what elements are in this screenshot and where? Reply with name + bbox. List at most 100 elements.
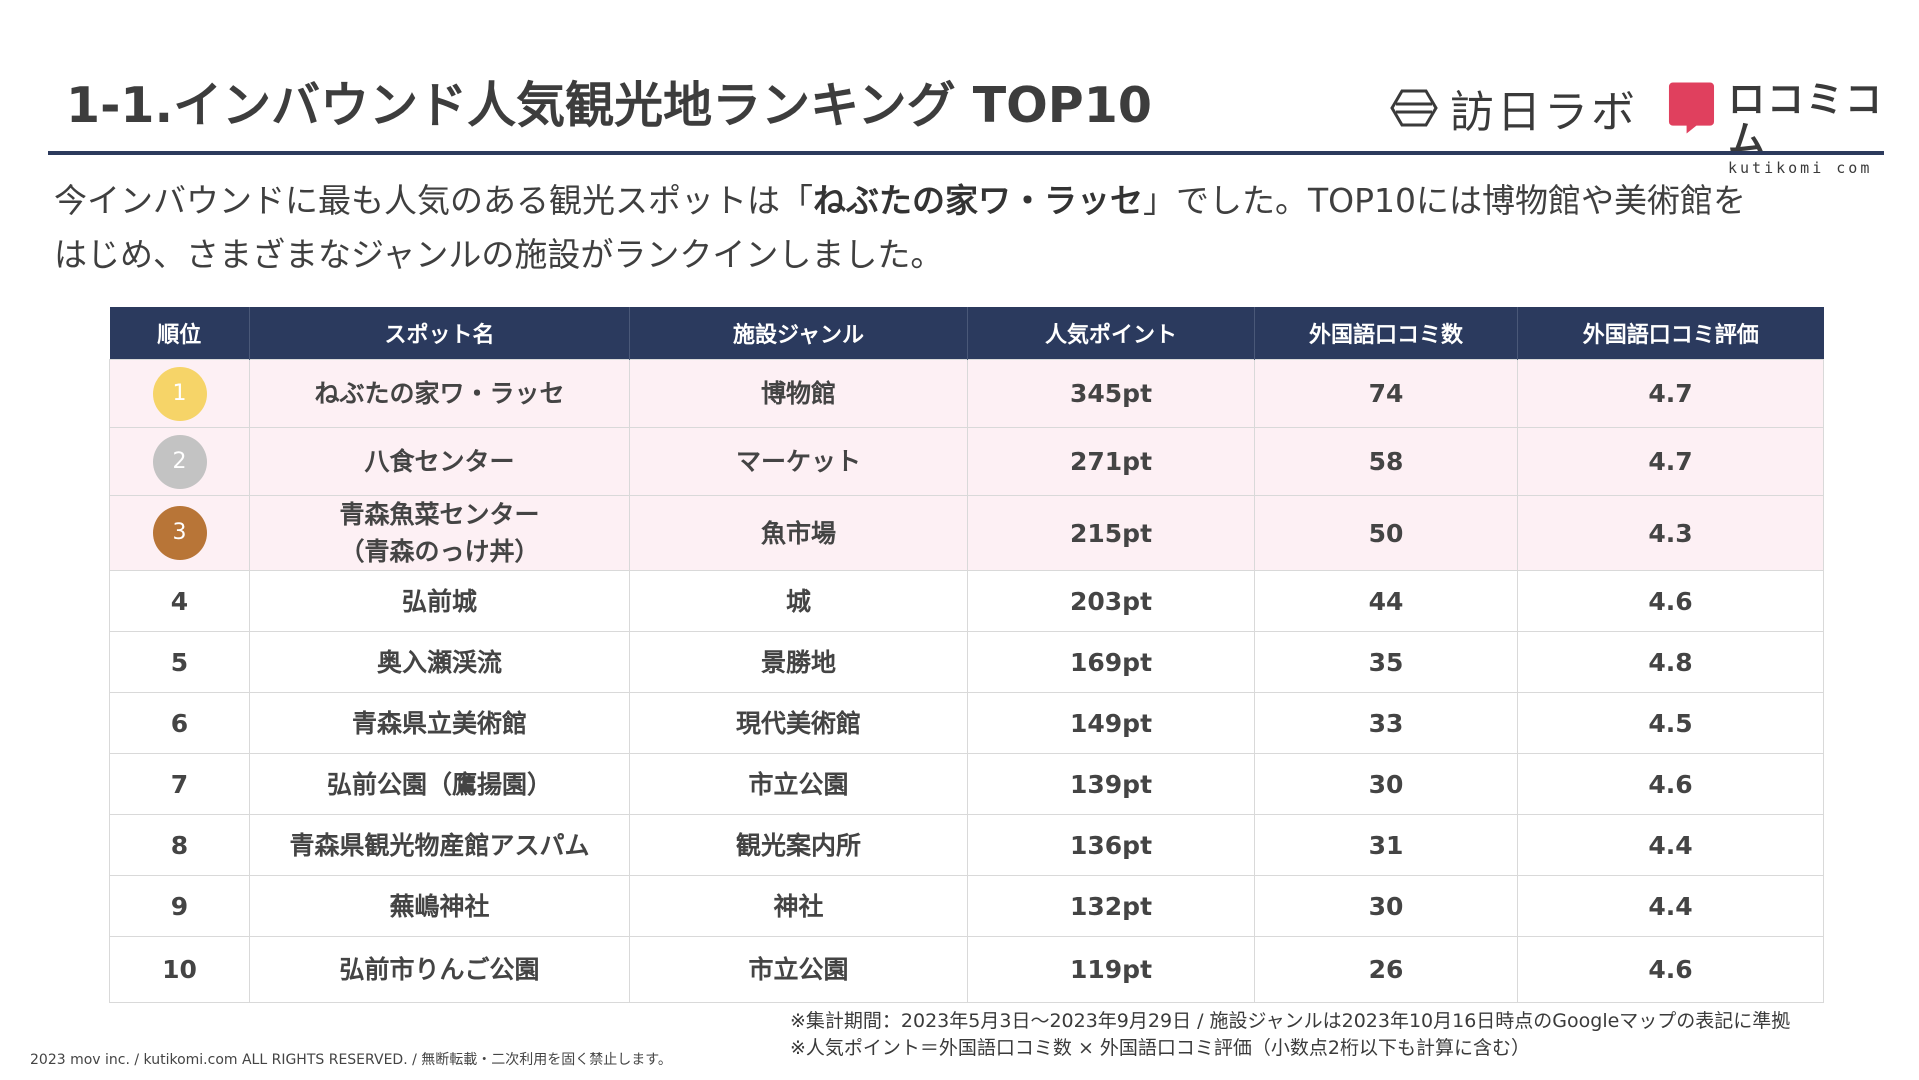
lead-paragraph: 今インバウンドに最も人気のある観光スポットは「ねぶたの家ワ・ラッセ」でした。TO…	[54, 174, 1884, 282]
reviews-cell: 30	[1254, 875, 1518, 937]
genre-cell: 現代美術館	[629, 692, 968, 754]
genre-cell: 景勝地	[629, 631, 968, 693]
rank-cell: 9	[109, 875, 250, 937]
title-divider	[48, 151, 1884, 155]
header-rank: 順位	[109, 307, 250, 360]
rank-cell: 2	[109, 427, 250, 496]
rating-cell: 4.5	[1517, 692, 1824, 754]
spot-cell: 青森県立美術館	[249, 692, 630, 754]
table-row: 5 奥入瀬渓流 景勝地 169pt 35 4.8	[109, 631, 1824, 693]
reviews-cell: 33	[1254, 692, 1518, 754]
header-spot: スポット名	[249, 307, 630, 360]
rating-cell: 4.7	[1517, 359, 1824, 428]
rating-cell: 4.6	[1517, 570, 1824, 632]
lead-text-line2: はじめ、さまざまなジャンルの施設がランクインしました。	[54, 235, 944, 274]
table-row: 4 弘前城城 203pt 44 4.6	[109, 570, 1824, 632]
spot-cell: 弘前城	[249, 570, 630, 632]
spot-cell: 青森県観光物産館アスパム	[249, 814, 630, 876]
rating-cell: 4.8	[1517, 631, 1824, 693]
spot-cell: 弘前公園（鷹揚園）	[249, 753, 630, 815]
points-cell: 132pt	[967, 875, 1255, 937]
points-cell: 345pt	[967, 359, 1255, 428]
rank-cell: 10	[109, 936, 250, 1003]
genre-cell: 魚市場	[629, 495, 968, 571]
rank-cell: 1	[109, 359, 250, 428]
rank-cell: 8	[109, 814, 250, 876]
genre-cell: マーケット	[629, 427, 968, 496]
table-header-row: 順位 スポット名 施設ジャンル 人気ポイント 外国語口コミ数 外国語口コミ評価	[109, 307, 1824, 360]
header-points: 人気ポイント	[967, 307, 1255, 360]
table-row: 1 ねぶたの家ワ・ラッセ 博物館 345pt 74 4.7	[109, 359, 1824, 428]
spot-cell: 蕪嶋神社	[249, 875, 630, 937]
header-genre: 施設ジャンル	[629, 307, 968, 360]
kuchikomi-logo-subtext: kutikomi com	[1727, 159, 1873, 177]
kuchikomi-logo-text: ロコミコム	[1727, 78, 1884, 161]
ranking-table: 順位 スポット名 施設ジャンル 人気ポイント 外国語口コミ数 外国語口コミ評価 …	[109, 307, 1824, 1003]
points-cell: 119pt	[967, 936, 1255, 1003]
reviews-cell: 26	[1254, 936, 1518, 1003]
points-cell: 139pt	[967, 753, 1255, 815]
rank-medal-icon: 2	[152, 434, 207, 489]
rank-cell: 5	[109, 631, 250, 693]
hexagon-logo-icon	[1390, 89, 1438, 127]
points-cell: 136pt	[967, 814, 1255, 876]
spot-name-line: 青森魚菜センター	[339, 500, 540, 529]
reviews-cell: 74	[1254, 359, 1518, 428]
points-cell: 169pt	[967, 631, 1255, 693]
points-cell: 149pt	[967, 692, 1255, 754]
reviews-cell: 30	[1254, 753, 1518, 815]
rating-cell: 4.3	[1517, 495, 1824, 571]
points-cell: 215pt	[967, 495, 1255, 571]
spot-cell: 青森魚菜センター （青森のっけ丼）	[249, 495, 630, 571]
rating-cell: 4.6	[1517, 936, 1824, 1003]
reviews-cell: 44	[1254, 570, 1518, 632]
rank-cell: 6	[109, 692, 250, 754]
genre-cell: 市立公園	[629, 753, 968, 815]
table-row: 2 八食センター マーケット 271pt 58 4.7	[109, 427, 1824, 496]
rank-medal-icon: 3	[152, 506, 207, 560]
spot-cell: ねぶたの家ワ・ラッセ	[249, 359, 630, 428]
speech-bubble-icon	[1668, 82, 1715, 134]
reviews-cell: 31	[1254, 814, 1518, 876]
hojin-labo-logo: 訪日ラボ	[1390, 80, 1638, 138]
table-row: 10 弘前市りんご公園 市立公園 119pt 26 4.6	[109, 936, 1824, 1003]
kuchikomi-logo: ロコミコム kutikomi com	[1667, 80, 1919, 176]
table-row: 9 蕪嶋神社 神社 132pt 30 4.4	[109, 875, 1824, 937]
rank-cell: 7	[109, 753, 250, 815]
table-row: 8 青森県観光物産館アスパム 観光案内所 136pt 31 4.4	[109, 814, 1824, 876]
lead-text-after: 」でした。TOP10には博物館や美術館を	[1143, 181, 1747, 220]
hojin-labo-logo-text: 訪日ラボ	[1450, 87, 1638, 138]
footnote-points-formula: ※人気ポイント＝外国語口コミ数 × 外国語口コミ評価（小数点2桁以下も計算に含む…	[790, 1037, 1531, 1059]
genre-cell: 神社	[629, 875, 968, 937]
footnote-period: ※集計期間：2023年5月3日～2023年9月29日 / 施設ジャンルは2023…	[790, 1010, 1791, 1032]
genre-cell: 城	[629, 570, 968, 632]
page-title: 1-1.インバウンド人気観光地ランキング TOP10	[66, 77, 1152, 134]
footnotes: ※集計期間：2023年5月3日～2023年9月29日 / 施設ジャンルは2023…	[790, 1008, 1790, 1062]
rank-cell: 4	[109, 570, 250, 632]
rating-cell: 4.4	[1517, 875, 1824, 937]
rating-cell: 4.4	[1517, 814, 1824, 876]
points-cell: 203pt	[967, 570, 1255, 632]
table-row: 7 弘前公園（鷹揚園） 市立公園 139pt 30 4.6	[109, 753, 1824, 815]
spot-cell: 奥入瀬渓流	[249, 631, 630, 693]
genre-cell: 博物館	[629, 359, 968, 428]
header-reviews: 外国語口コミ数	[1254, 307, 1518, 360]
genre-cell: 観光案内所	[629, 814, 968, 876]
spot-cell: 八食センター	[249, 427, 630, 496]
lead-text-before: 今インバウンドに最も人気のある観光スポットは「	[54, 181, 813, 220]
spot-cell: 弘前市りんご公園	[249, 936, 630, 1003]
reviews-cell: 58	[1254, 427, 1518, 496]
rating-cell: 4.7	[1517, 427, 1824, 496]
header-rating: 外国語口コミ評価	[1517, 307, 1824, 360]
genre-cell: 市立公園	[629, 936, 968, 1003]
rating-cell: 4.6	[1517, 753, 1824, 815]
rank-cell: 3	[109, 495, 250, 571]
points-cell: 271pt	[967, 427, 1255, 496]
rank-medal-icon: 1	[152, 366, 207, 421]
spot-name-line: （青森のっけ丼）	[339, 537, 540, 566]
table-row: 6 青森県立美術館 現代美術館 149pt 33 4.5	[109, 692, 1824, 754]
table-row: 3 青森魚菜センター （青森のっけ丼） 魚市場 215pt 50 4.3	[109, 495, 1824, 571]
reviews-cell: 50	[1254, 495, 1518, 571]
copyright: 2023 mov inc. / kutikomi.com ALL RIGHTS …	[30, 1052, 672, 1068]
lead-highlight: ねぶたの家ワ・ラッセ	[813, 181, 1143, 220]
